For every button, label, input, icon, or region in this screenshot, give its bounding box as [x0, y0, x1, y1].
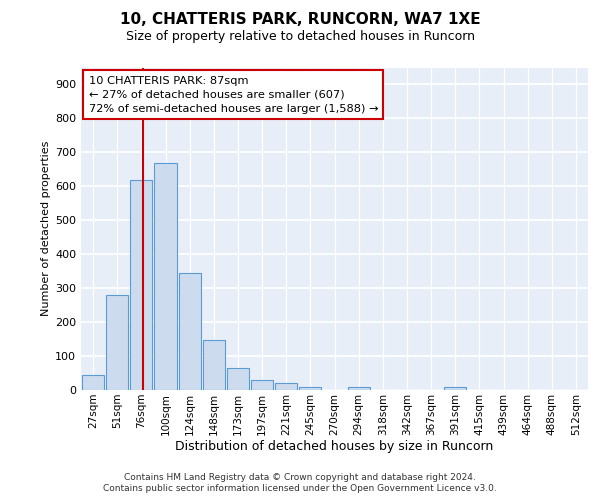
Text: 10, CHATTERIS PARK, RUNCORN, WA7 1XE: 10, CHATTERIS PARK, RUNCORN, WA7 1XE [119, 12, 481, 28]
Bar [227, 368, 249, 390]
X-axis label: Distribution of detached houses by size in Runcorn: Distribution of detached houses by size … [175, 440, 494, 454]
Bar [179, 273, 201, 390]
Bar [154, 162, 176, 390]
Bar [275, 383, 298, 390]
Text: Contains HM Land Registry data © Crown copyright and database right 2024.: Contains HM Land Registry data © Crown c… [124, 472, 476, 482]
Text: Contains public sector information licensed under the Open Government Licence v3: Contains public sector information licen… [103, 484, 497, 493]
Bar [106, 295, 128, 390]
Bar [130, 180, 152, 390]
Bar [444, 388, 466, 390]
Bar [203, 340, 225, 390]
Bar [347, 386, 370, 390]
Bar [299, 386, 322, 390]
Text: Size of property relative to detached houses in Runcorn: Size of property relative to detached ho… [125, 30, 475, 43]
Text: 10 CHATTERIS PARK: 87sqm
← 27% of detached houses are smaller (607)
72% of semi-: 10 CHATTERIS PARK: 87sqm ← 27% of detach… [89, 76, 378, 114]
Bar [82, 374, 104, 390]
Y-axis label: Number of detached properties: Number of detached properties [41, 141, 51, 316]
Bar [251, 380, 273, 390]
